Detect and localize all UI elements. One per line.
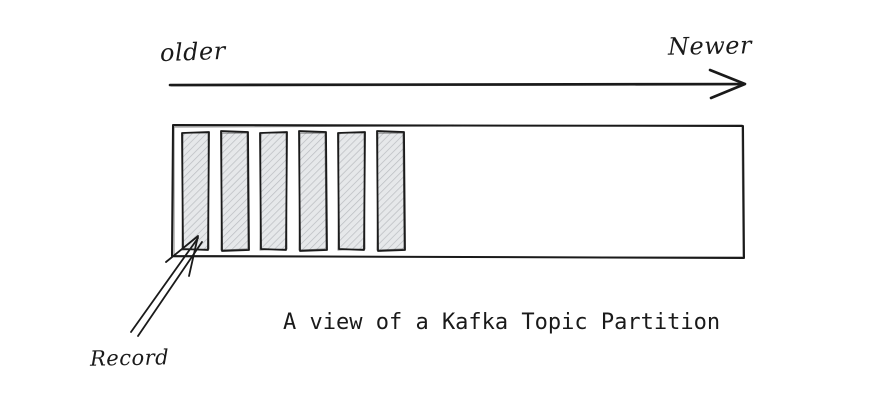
- record-slot: [259, 131, 288, 251]
- record-slot-outline: [181, 132, 210, 251]
- time-arrow: [168, 68, 747, 100]
- record-slot-outline: [220, 132, 249, 251]
- record-slot: [376, 130, 406, 252]
- partition-box: [171, 124, 745, 259]
- record-slot: [337, 131, 366, 251]
- arrow-head-icon: [708, 68, 747, 100]
- record-label: Record: [89, 345, 170, 371]
- record-slot: [220, 130, 250, 252]
- record-pointer-arrow: [130, 235, 203, 337]
- older-label: older: [159, 36, 227, 68]
- record-slot-outline: [259, 132, 288, 251]
- records-group: [181, 130, 406, 252]
- record-slot-outline: [376, 132, 405, 251]
- record-slot-outline: [337, 132, 366, 251]
- diagram-caption: A view of a Kafka Topic Partition: [283, 310, 721, 335]
- record-slot-outline: [298, 132, 327, 251]
- record-slot: [298, 130, 328, 252]
- record-slot: [181, 131, 210, 251]
- newer-label: Newer: [667, 31, 753, 61]
